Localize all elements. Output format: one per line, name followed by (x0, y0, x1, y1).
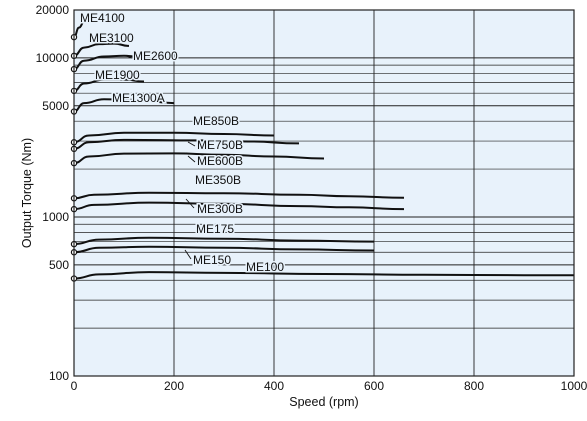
y-tick-label: 100 (49, 369, 69, 383)
series-label-me1300a: ME1300A (112, 91, 165, 105)
series-label-me350b: ME350B (195, 173, 241, 187)
series-line-me750b (73, 138, 300, 150)
x-tick-label: 800 (464, 379, 484, 393)
series-label-me175: ME175 (196, 222, 234, 236)
y-tick-label: 500 (49, 258, 69, 272)
series-label-me1900: ME1900 (95, 68, 140, 82)
label-leader-line (185, 198, 195, 209)
y-tick-label: 1000 (42, 210, 69, 224)
x-tick-label: 200 (164, 379, 184, 393)
y-tick-label: 20000 (36, 3, 70, 17)
x-tick-label: 1000 (561, 379, 587, 393)
series-line-me175 (73, 236, 375, 246)
y-axis-label: Output Torque (Nm) (20, 138, 34, 248)
series-line-me2600 (73, 54, 150, 71)
label-leader-line (125, 55, 133, 59)
series-line-me850b (73, 131, 275, 144)
tick-layer: 0 200 400 600 800 1000 100 500 1000 5000 10000 2000… (36, 3, 587, 393)
series-line-me350b (73, 191, 405, 200)
series-line-me100 (73, 271, 574, 280)
series-label-me150: ME150 (193, 253, 231, 267)
curve-layer (70, 18, 574, 282)
label-leader-line (187, 155, 196, 163)
series-line-me1300a (73, 98, 175, 113)
label-layer: ME4100 ME3100 ME2600 ME1900 ME1300A ME850B ME7… (79, 10, 286, 276)
series-label-me600b: ME600B (197, 154, 243, 168)
plot-frame (73, 9, 575, 377)
series-line-me1900 (73, 78, 145, 92)
label-leader-line (184, 249, 192, 260)
y-tick-label: 10000 (36, 51, 70, 65)
y-tick-label: 5000 (42, 99, 69, 113)
series-label-me2600: ME2600 (133, 49, 178, 63)
x-tick-label: 400 (264, 379, 284, 393)
series-label-me850b: ME850B (193, 114, 239, 128)
series-line-me3100 (73, 42, 130, 57)
x-tick-label: 0 (71, 379, 78, 393)
series-line-me150 (73, 245, 375, 254)
series-label-me300b: ME300B (197, 202, 243, 216)
label-leader-line (187, 141, 196, 147)
series-label-me100: ME100 (246, 260, 284, 274)
series-label-me3100: ME3100 (89, 31, 134, 45)
series-line-me600b (73, 152, 325, 165)
series-label-me4100: ME4100 (80, 11, 125, 25)
series-line-me4100 (73, 18, 92, 39)
x-axis-label: Speed (rpm) (289, 395, 358, 409)
series-line-me300b (73, 201, 405, 211)
series-label-me750b: ME750B (197, 138, 243, 152)
x-tick-label: 600 (364, 379, 384, 393)
